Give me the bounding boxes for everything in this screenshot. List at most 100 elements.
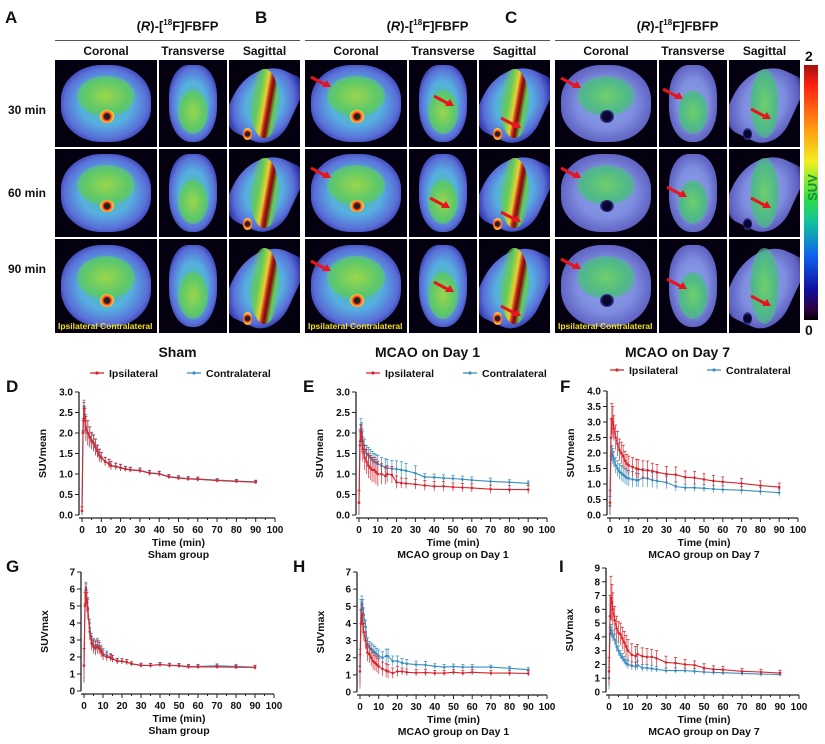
red-arrow-icon <box>310 75 332 87</box>
y-tick-label: 2.5 <box>59 408 73 419</box>
pet-image-transverse <box>659 60 727 147</box>
data-point <box>423 475 427 479</box>
data-point <box>114 465 118 468</box>
pet-image-sagittal <box>479 149 550 237</box>
x-axis-label: Time (min) <box>153 713 206 725</box>
data-point <box>359 431 363 435</box>
x-tick-label: 40 <box>429 702 441 713</box>
y-axis-label: SUVmean <box>37 429 49 478</box>
data-point <box>777 485 781 489</box>
data-point <box>92 441 95 445</box>
y-tick-label: 1 <box>345 670 351 681</box>
series-line-contralateral <box>81 406 256 511</box>
data-point <box>527 668 530 672</box>
data-point <box>683 669 687 672</box>
data-point <box>740 670 744 673</box>
divider <box>305 40 550 41</box>
pet-image-coronal: Ipsilateral Contralateral <box>305 239 407 333</box>
x-tick-label: 50 <box>698 702 710 713</box>
data-point <box>610 631 614 635</box>
data-point <box>640 666 644 670</box>
y-tick-label: 3 <box>345 636 351 647</box>
data-point <box>196 478 200 481</box>
data-point <box>712 479 715 483</box>
data-point <box>624 645 628 648</box>
data-point <box>385 472 389 476</box>
y-tick-label: 2.0 <box>587 449 601 460</box>
data-point <box>618 470 621 473</box>
y-tick-label: 5 <box>345 602 351 613</box>
data-point <box>777 491 781 494</box>
view-label-transverse: Transverse <box>411 44 475 58</box>
red-arrow-icon <box>310 259 332 271</box>
data-point <box>100 456 103 459</box>
data-point <box>395 480 398 484</box>
data-point <box>404 482 408 485</box>
tracer-part: )-[ <box>400 18 414 34</box>
x-axis-label: Time (min) <box>152 537 205 549</box>
series-line-ipsilateral <box>358 432 529 503</box>
x-tick-label: 40 <box>679 702 691 713</box>
data-point <box>650 667 654 670</box>
data-point <box>360 601 364 605</box>
y-tick-label: 3 <box>594 646 600 657</box>
data-point <box>702 487 706 490</box>
tracer-part: )-[ <box>650 18 664 34</box>
data-point <box>84 587 88 591</box>
tracer-part: F]FBFP <box>672 18 719 34</box>
panel-letter-b: B <box>255 8 268 27</box>
data-point <box>616 442 619 446</box>
data-point <box>610 601 614 604</box>
data-point <box>759 484 762 487</box>
data-point <box>621 636 624 640</box>
y-tick-label: 0.0 <box>59 511 73 522</box>
data-point <box>627 477 631 480</box>
data-point <box>651 478 654 482</box>
pet-image-sagittal <box>729 149 800 237</box>
x-tick-label: 90 <box>523 525 535 536</box>
data-point <box>400 670 404 673</box>
data-point <box>158 663 162 666</box>
group-label: Sham group <box>148 725 209 737</box>
x-tick-label: 10 <box>97 701 109 712</box>
data-point <box>646 469 649 472</box>
data-point <box>96 645 99 649</box>
data-point <box>361 448 365 451</box>
x-tick-label: 70 <box>485 702 497 713</box>
data-point <box>381 667 384 671</box>
data-point <box>721 668 725 671</box>
data-point <box>86 431 90 435</box>
panel-letter-a: A <box>5 8 18 27</box>
data-point <box>94 647 97 650</box>
data-point <box>665 472 668 476</box>
data-point <box>149 664 152 667</box>
data-point <box>470 478 474 482</box>
data-point <box>85 601 89 604</box>
red-arrow-icon <box>500 116 522 128</box>
tracer-title: (R)-[18F]FBFP <box>55 18 300 33</box>
x-tick-label: 30 <box>411 702 423 713</box>
data-point <box>631 465 634 469</box>
data-point <box>371 659 375 663</box>
view-label-sagittal: Sagittal <box>742 44 787 58</box>
data-point <box>740 482 743 485</box>
data-point <box>82 407 86 410</box>
x-tick-label: 60 <box>466 525 478 536</box>
data-point <box>391 671 395 675</box>
data-point <box>81 431 85 435</box>
data-point <box>618 448 621 452</box>
data-point <box>254 480 257 484</box>
x-tick-label: 20 <box>392 702 404 713</box>
data-point <box>615 645 618 648</box>
data-point <box>84 427 88 431</box>
data-point <box>433 671 437 675</box>
x-tick-label: 10 <box>372 525 384 536</box>
x-axis-label: Time (min) <box>678 537 731 549</box>
tracer-part: R <box>140 18 151 34</box>
tracer-isotope: 18 <box>163 18 173 27</box>
data-point <box>442 485 445 488</box>
colorbar-max: 2 <box>805 48 813 64</box>
hemisphere-labels: Ipsilateral Contralateral <box>558 321 653 331</box>
data-point <box>124 467 127 471</box>
x-tick-label: 60 <box>717 525 729 536</box>
